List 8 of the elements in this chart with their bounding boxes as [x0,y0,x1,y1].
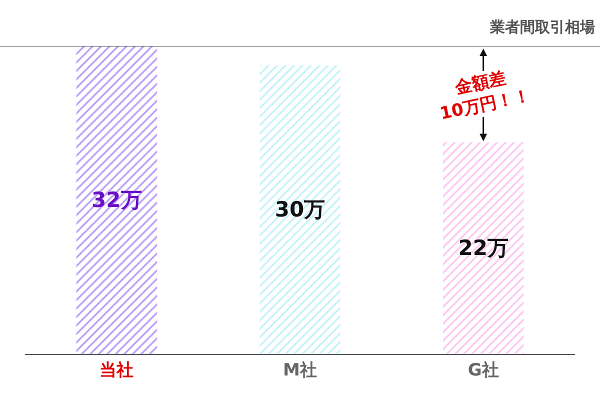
x-tick-label: 当社 [100,360,134,380]
x-tick-label: M社 [283,360,317,380]
x-tick-label: G社 [468,360,499,380]
data-label: 22万 [458,236,508,260]
ref-line-label: 業者間取引相場 [489,18,595,36]
annotation: 金額差 10万円！！ [438,68,532,124]
data-label: 30万 [274,198,326,222]
data-label: 32万 [92,188,142,212]
